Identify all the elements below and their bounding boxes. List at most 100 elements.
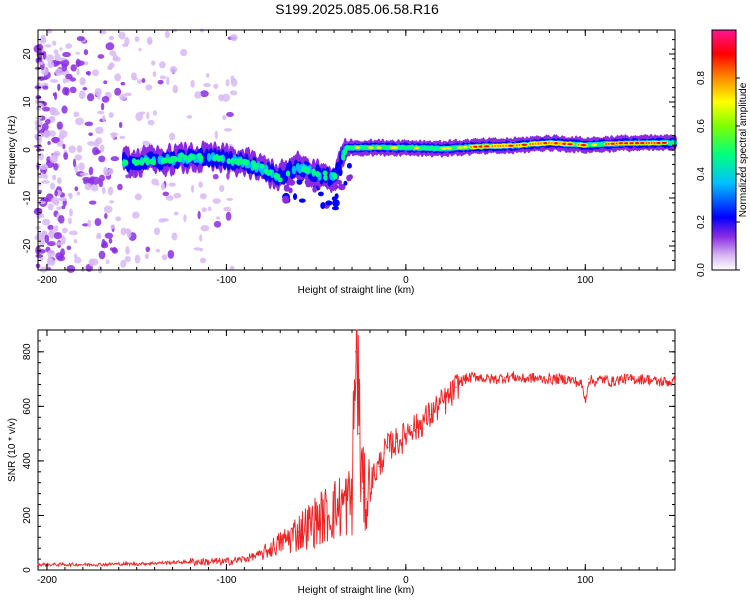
spectrogram-noise-blob [108,112,114,118]
spectrogram-noise-blob [201,207,207,213]
spectrogram-noise-blob [222,115,227,121]
snr-point [588,378,590,380]
spectrogram-noise-blob [198,181,203,188]
snr-point [390,443,393,446]
spectrogram-noise-blob [120,81,126,86]
spectrogram-scatter-blob [321,202,326,209]
snr-point [64,563,66,566]
snr-point [342,503,344,506]
spectrogram-noise-blob [52,174,57,181]
spectrogram-noise-blob [105,42,115,51]
spectrogram-hot-cell [440,147,447,150]
spectrogram-noise-blob [37,76,46,81]
spectrogram-noise-blob [87,141,95,146]
spectrogram-noise-blob [74,154,83,161]
spectrogram-noise-blob [56,206,63,211]
snr-y-tick-label: 800 [22,343,33,360]
spectrogram-noise-blob [66,245,72,251]
spectrogram-noise-blob [69,86,77,94]
spectrogram-y-ticks: -20 -10 0 10 20 [22,29,675,271]
snr-point [118,563,120,565]
spectrogram-ridge-cell [135,159,141,166]
snr-frame [37,329,676,571]
spectrogram-noise-blob [230,78,238,87]
spectrogram-noise-blob [194,91,202,99]
spectrogram-noise-blob [197,210,201,220]
snr-point [369,487,371,489]
spectrogram-ridge-cell [139,159,145,166]
spectrogram-noise-blob [152,110,157,116]
colorbar: 0.0 0.2 0.4 0.6 0.8 Normalized spectral ampl… [696,29,749,277]
snr-point [315,520,317,522]
snr-point [530,377,533,379]
spectrogram-scatter-blob [332,199,340,207]
spectrogram-hot-cell [375,146,382,150]
snr-point [444,400,446,402]
snr-point [297,531,299,533]
spectrogram-noise-blob [214,130,218,140]
snr-point [423,419,425,421]
spectrogram-noise-blob [110,224,115,230]
spectrogram-hot-cell [508,144,514,147]
spectrogram-noise-blob [213,220,222,228]
snr-point [485,378,488,380]
spectrogram-noise-blob [145,84,153,91]
spectrogram-noise-blob [79,172,89,176]
spectrogram-noise-blob [98,155,106,163]
spectrogram-noise-blob [37,132,46,138]
spectrogram-noise-blob [160,183,166,191]
spectrogram-noise-blob [169,66,178,74]
spectrogram-noise-blob [200,224,210,232]
spectrogram-noise-blob [223,206,232,212]
spectrogram-noise-blob [35,116,42,120]
spectrogram-ridge-cell [254,163,259,170]
spectrogram-x-tick-label: -200 [37,275,57,286]
snr-point [356,329,358,331]
snr-point [575,381,577,383]
spectrogram-noise-blob [51,110,60,116]
spectrogram-noise-blob [75,117,84,126]
spectrogram-bright-spot [188,154,194,160]
spectrogram-noise-blob [78,90,86,100]
spectrogram-noise-blob [53,225,59,232]
spectrogram-noise-blob [88,132,93,137]
colorbar-tick-label: 0.6 [696,119,707,133]
spectrogram-scatter-blob [337,183,346,191]
spectrogram-noise-blob [55,68,63,76]
spectrogram-noise-blob [109,50,117,56]
spectrogram-noise-blob [141,78,146,83]
snr-point [333,509,335,511]
spectrogram-noise-blob [134,36,140,42]
spectrogram-noise-blob [70,64,77,72]
snr-point [355,351,357,353]
colorbar-gradient [712,30,736,270]
spectrogram-noise-blob [108,35,115,41]
spectrogram-ridge-cell [244,159,249,166]
spectrogram-noise-blob [145,246,151,253]
spectrogram-noise-blob [173,211,179,216]
spectrogram-ridge-cell [218,155,224,162]
spectrogram-noise-blob [61,227,68,234]
spectrogram-noise-blob [137,79,143,85]
spectrogram-noise-blob [155,248,161,253]
spectrogram-noise-blob [134,193,142,201]
spectrogram-noise-blob [47,224,54,231]
spectrogram-noise-blob [65,73,73,80]
spectrogram-noise-blob [215,216,221,220]
snr-point [351,498,353,500]
spectrogram-noise-blob [53,49,59,55]
spectrogram-scatter-blob [282,195,290,204]
spectrogram-noise-blob [120,259,127,268]
snr-point [362,487,364,489]
spectrogram-noise-blob [61,105,68,114]
spectrogram-noise-blob [199,257,207,263]
spectrogram-ridge-cell [226,158,231,165]
spectrogram-noise-blob [43,129,51,139]
snr-point [674,381,676,383]
spectrogram-noise-blob [167,249,175,259]
spectrogram-bright-spot [179,152,185,158]
snr-point [611,381,613,383]
spectrogram-noise-blob [96,232,102,239]
spectrogram-noise-blob [124,37,130,46]
spectrogram-noise-blob [225,79,230,87]
